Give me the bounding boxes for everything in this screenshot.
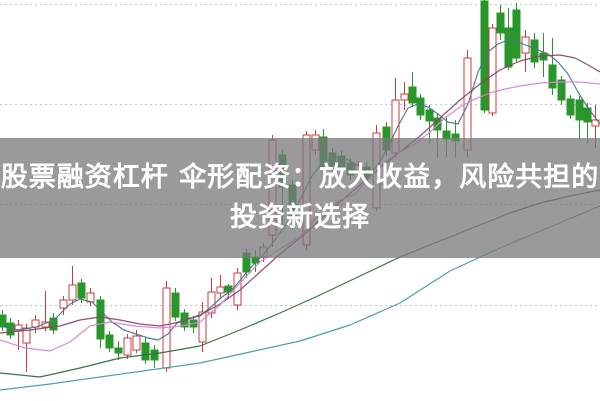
candle-up bbox=[488, 27, 497, 114]
candle-down bbox=[141, 342, 150, 361]
candle-down bbox=[0, 314, 7, 328]
candle-down bbox=[504, 27, 513, 68]
caption-line-1: 股票融资杠杆 伞形配资：放大收益，风险共担的 bbox=[0, 162, 600, 194]
candle-down bbox=[77, 282, 86, 299]
candle-up bbox=[400, 93, 409, 101]
caption-line-2: 投资新选择 bbox=[230, 202, 370, 233]
candle-down bbox=[49, 317, 58, 331]
candle-down bbox=[416, 97, 425, 116]
candle-up bbox=[68, 284, 77, 301]
candle-down bbox=[150, 349, 159, 361]
candle-up bbox=[59, 299, 68, 309]
candle-down bbox=[96, 299, 105, 340]
candle-down bbox=[425, 109, 434, 122]
candle-down bbox=[512, 9, 521, 59]
candle-down bbox=[575, 99, 584, 121]
candle-down bbox=[171, 292, 180, 318]
candle-down bbox=[408, 86, 417, 104]
candle-down bbox=[530, 39, 539, 63]
candle-down bbox=[566, 98, 575, 116]
candle-down bbox=[114, 347, 123, 354]
candle-down bbox=[548, 64, 557, 89]
candle-up bbox=[198, 311, 207, 343]
candle-down bbox=[496, 12, 505, 34]
candle-down bbox=[480, 0, 489, 111]
candle-down bbox=[557, 79, 566, 101]
caption-banner: 股票融资杠杆 伞形配资：放大收益，风险共担的 投资新选择 bbox=[0, 138, 600, 258]
candle-up bbox=[216, 286, 225, 294]
candle-up bbox=[132, 335, 141, 351]
candle-down bbox=[105, 334, 114, 349]
candle-up bbox=[123, 337, 132, 356]
